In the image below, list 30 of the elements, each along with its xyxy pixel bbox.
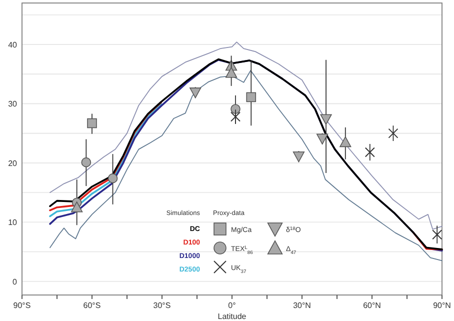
x-tick-label: 30°S <box>153 301 171 310</box>
point <box>230 112 240 122</box>
point <box>226 67 238 78</box>
point <box>230 104 240 114</box>
point <box>246 92 256 102</box>
point <box>432 230 442 240</box>
point <box>316 134 328 144</box>
y-tick-label: 0 <box>12 277 18 286</box>
point <box>87 118 97 128</box>
point <box>364 147 375 158</box>
x-axis-title: Latitude <box>218 312 247 321</box>
point <box>190 88 202 98</box>
point <box>108 173 118 184</box>
y-tick-label: 20 <box>8 158 18 168</box>
x-tick-label: 0° <box>228 301 236 310</box>
point <box>388 128 398 138</box>
point <box>340 136 352 148</box>
x-tick-label: 30°N <box>293 301 312 310</box>
x-tick-label: 90°S <box>13 301 31 310</box>
y-tick-label: 10 <box>8 218 18 228</box>
point <box>71 202 83 212</box>
point <box>81 157 92 168</box>
x-tick-label: 90°N <box>433 301 452 310</box>
x-tick-label: 60°S <box>83 301 101 310</box>
point <box>320 114 332 125</box>
y-tick-label: 40 <box>8 40 18 50</box>
point <box>292 152 305 162</box>
y-tick-label: 30 <box>8 100 18 109</box>
line-series <box>49 102 162 218</box>
x-tick-label: 60°N <box>363 301 382 310</box>
